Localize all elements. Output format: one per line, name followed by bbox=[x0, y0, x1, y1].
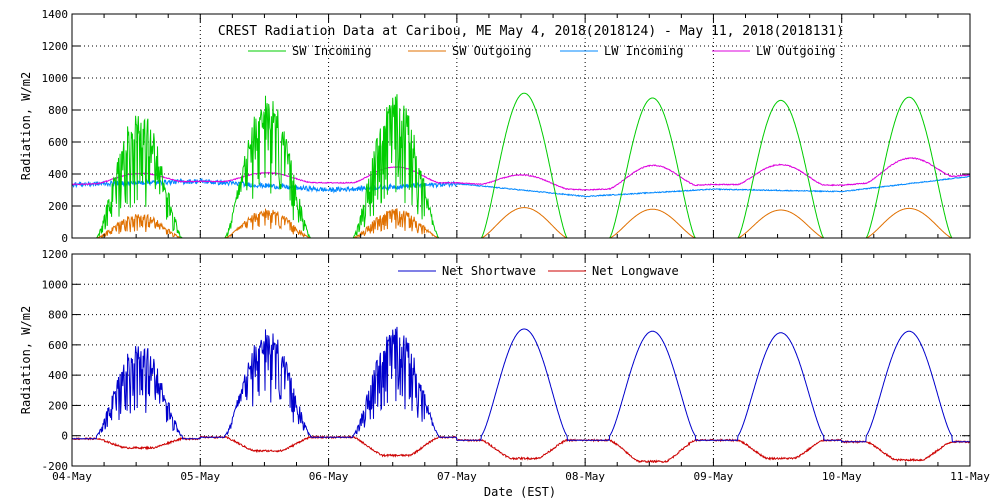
bottom-ytick-label: 200 bbox=[48, 399, 68, 412]
bottom-legend-label-1: Net Longwave bbox=[592, 264, 679, 278]
series-line-sw-outgoing bbox=[72, 207, 970, 239]
bottom-ytick-label: 600 bbox=[48, 339, 68, 352]
x-axis-label: Date (EST) bbox=[484, 485, 556, 499]
chart-title: CREST Radiation Data at Caribou, ME May … bbox=[218, 24, 844, 39]
bottom-ytick-label: 1000 bbox=[42, 278, 69, 291]
bottom-ytick-label: 400 bbox=[48, 369, 68, 382]
top-ytick-label: 600 bbox=[48, 136, 68, 149]
bottom-ytick-label: 800 bbox=[48, 309, 68, 322]
top-ytick-label: 0 bbox=[61, 232, 68, 245]
x-tick-label-4: 08-May bbox=[565, 470, 605, 483]
x-tick-label-3: 07-May bbox=[437, 470, 477, 483]
top-ytick-label: 1400 bbox=[42, 8, 69, 21]
top-ytick-label: 400 bbox=[48, 168, 68, 181]
series-line-sw-incoming bbox=[72, 92, 970, 239]
x-tick-label-5: 09-May bbox=[694, 470, 734, 483]
bottom-legend-label-0: Net Shortwave bbox=[442, 264, 536, 278]
x-tick-label-6: 10-May bbox=[822, 470, 862, 483]
series-line-lw-incoming bbox=[71, 175, 971, 198]
top-legend-label-2: LW Incoming bbox=[604, 44, 683, 58]
top-legend-label-0: SW Incoming bbox=[292, 44, 371, 58]
text-layer: CREST Radiation Data at Caribou, ME May … bbox=[19, 8, 990, 499]
top-legend-label-1: SW Outgoing bbox=[452, 44, 531, 58]
top-ytick-label: 1200 bbox=[42, 40, 69, 53]
top-y-axis-label: Radiation, W/m2 bbox=[19, 72, 33, 180]
bottom-ytick-label: -200 bbox=[42, 460, 69, 473]
bottom-y-axis-label: Radiation, W/m2 bbox=[19, 306, 33, 414]
top-ytick-label: 200 bbox=[48, 200, 68, 213]
series-line-lw-outgoing bbox=[71, 156, 971, 191]
series-line-net-shortwave bbox=[72, 326, 970, 443]
grid-layer bbox=[72, 14, 970, 466]
x-tick-label-2: 06-May bbox=[309, 470, 349, 483]
x-tick-label-7: 11-May bbox=[950, 470, 990, 483]
bottom-ytick-label: 1200 bbox=[42, 248, 69, 261]
top-legend-label-3: LW Outgoing bbox=[756, 44, 835, 58]
top-ytick-label: 800 bbox=[48, 104, 68, 117]
top-ytick-label: 1000 bbox=[42, 72, 69, 85]
frame-layer bbox=[71, 13, 971, 467]
series-layer bbox=[71, 92, 971, 464]
x-tick-label-0: 04-May bbox=[52, 470, 92, 483]
x-tick-label-1: 05-May bbox=[180, 470, 220, 483]
bottom-ytick-label: 0 bbox=[61, 430, 68, 443]
bottom-plot-frame bbox=[71, 253, 971, 467]
